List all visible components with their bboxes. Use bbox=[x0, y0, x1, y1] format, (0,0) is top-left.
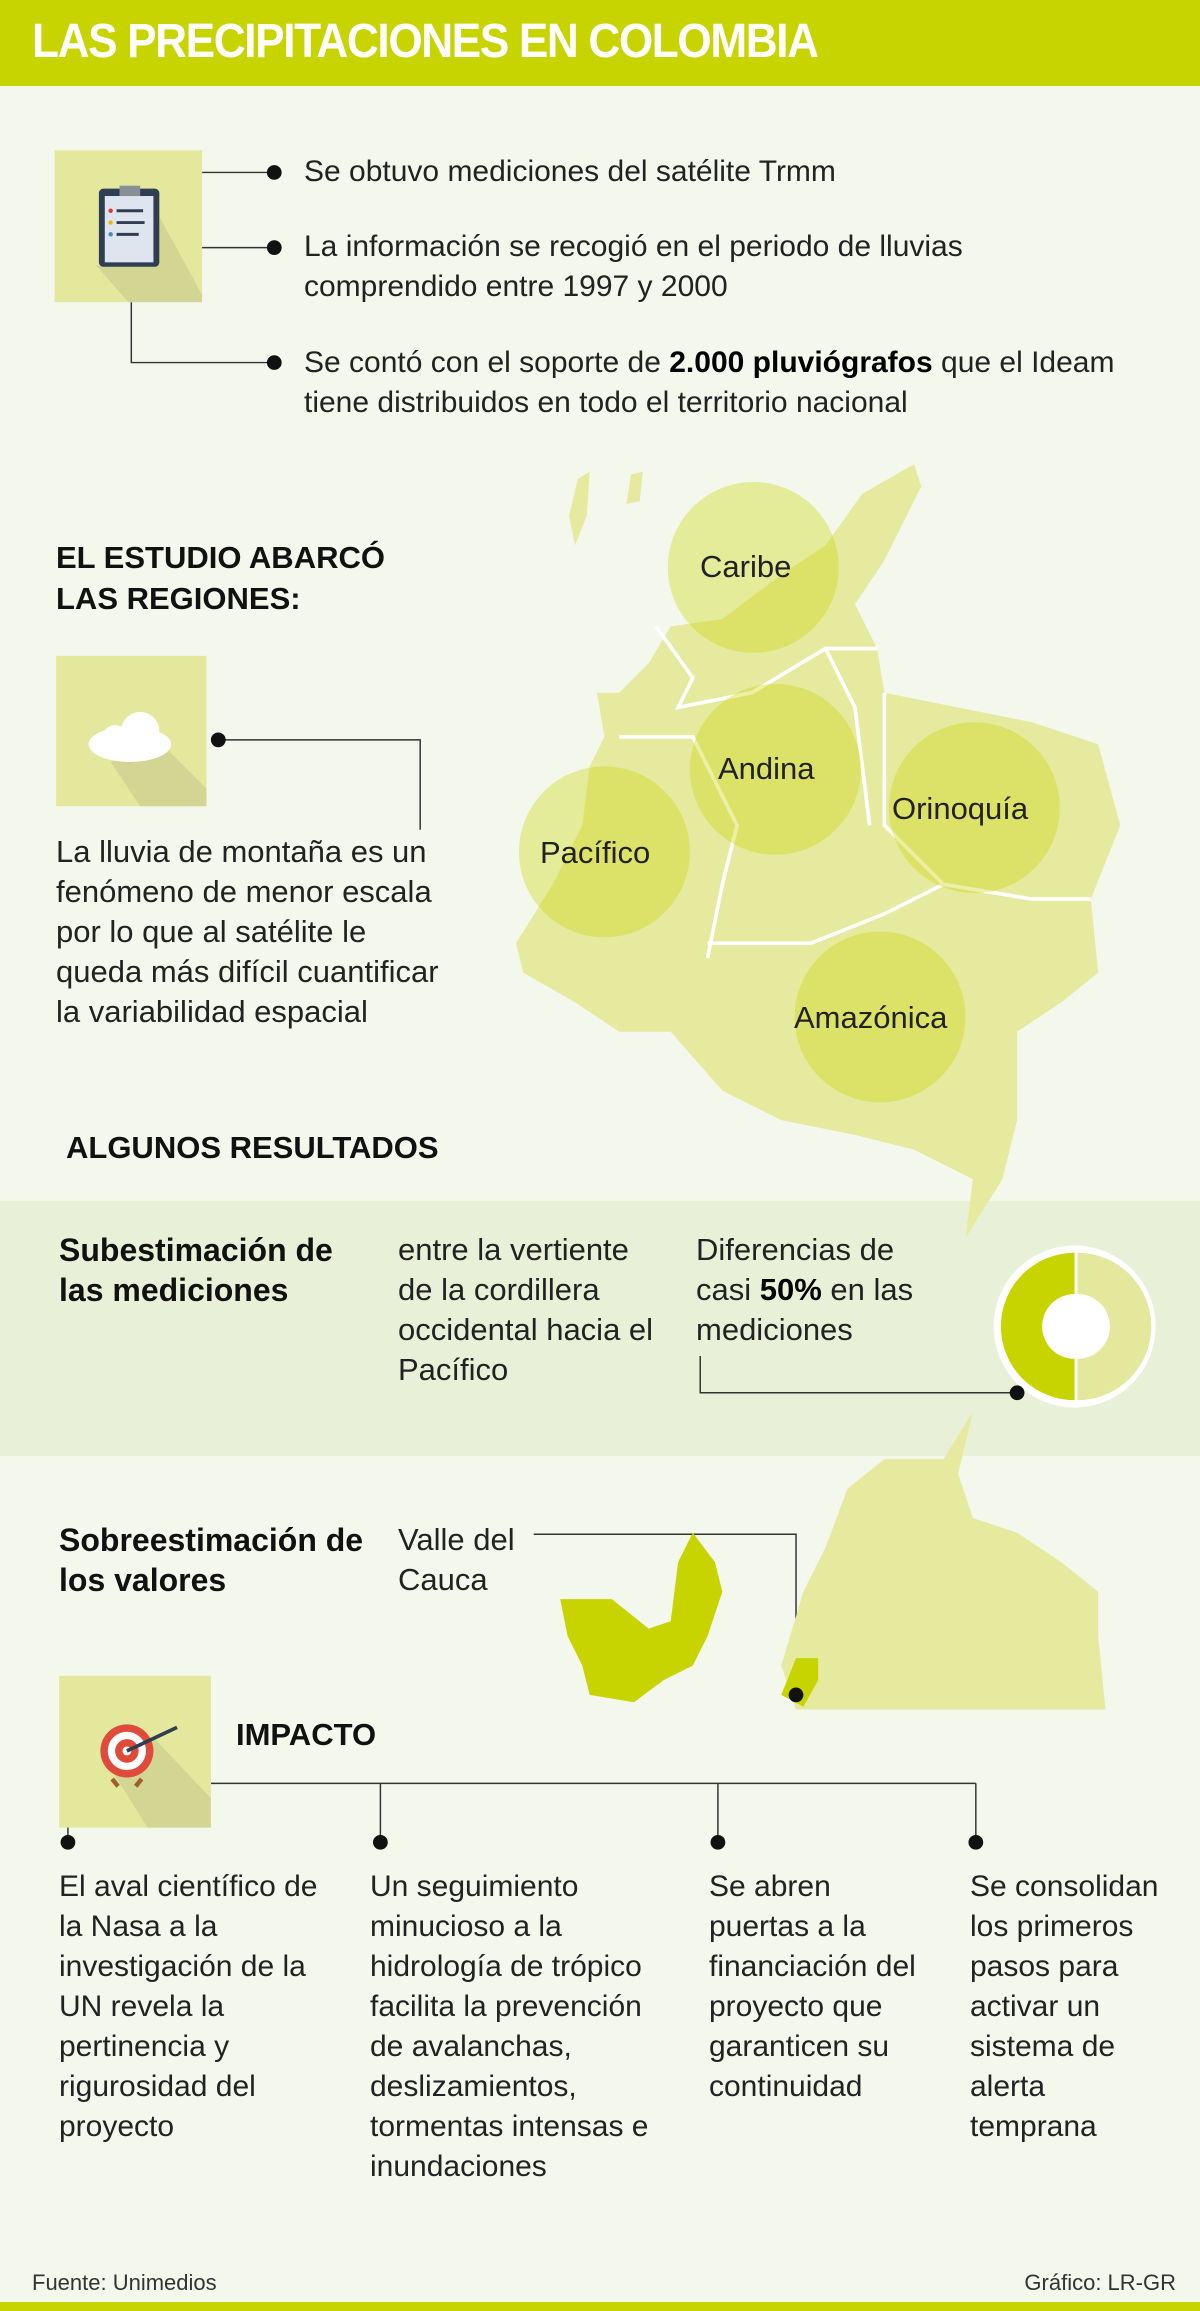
over-label: Sobreestimación de los valores bbox=[59, 1522, 364, 1598]
page-title: LAS PRECIPITACIONES EN COLOMBIA bbox=[32, 15, 819, 68]
detail-map bbox=[560, 1411, 1106, 1710]
under-label: Subestimación de las mediciones bbox=[59, 1232, 333, 1308]
impact-item: El aval científico de la Nasa a la inves… bbox=[59, 1870, 318, 2143]
title-bar bbox=[0, 0, 1200, 86]
footer-source: Fuente: Unimedios bbox=[32, 2270, 217, 2295]
cloud-icon bbox=[56, 655, 207, 807]
donut-slice-diff bbox=[1000, 1252, 1075, 1401]
intro-item: Se contó con el soporte de 2.000 pluvióg… bbox=[304, 346, 1115, 419]
impact-item: Un seguimiento minucioso a la hidrología… bbox=[370, 1870, 649, 2183]
donut-slice-rest bbox=[1077, 1252, 1152, 1401]
under-diff: Diferencias de casi 50% en las medicione… bbox=[696, 1232, 914, 1347]
impact-heading: IMPACTO bbox=[236, 1717, 377, 1752]
target-icon bbox=[59, 1675, 211, 1828]
region-label-andina: Andina bbox=[718, 751, 815, 786]
impact-item: Se consolidan los primeros pasos para ac… bbox=[970, 1870, 1159, 2143]
region-label-amazonica: Amazónica bbox=[794, 1000, 948, 1035]
study-note: La lluvia de montaña es un fenómeno de m… bbox=[56, 834, 439, 1029]
intro-item: Se obtuvo mediciones del satélite Trmm bbox=[304, 155, 836, 188]
region-label-orinoquia: Orinoquía bbox=[892, 791, 1029, 826]
study-heading: EL ESTUDIO ABARCÓ LAS REGIONES: bbox=[56, 540, 385, 616]
donut-chart bbox=[993, 1245, 1156, 1408]
under-detail: entre la vertiente de la cordillera occi… bbox=[398, 1232, 654, 1387]
over-detail: Valle del Cauca bbox=[398, 1522, 515, 1597]
region-label-caribe: Caribe bbox=[700, 549, 792, 584]
clipboard-icon bbox=[54, 150, 203, 303]
impact-item: Se abren puertas a la financiación del p… bbox=[709, 1870, 916, 2103]
choco-region bbox=[560, 1532, 723, 1703]
footer-bar bbox=[0, 2302, 1200, 2311]
intro-item: La información se recogió en el periodo … bbox=[304, 230, 963, 303]
footer-credit: Gráfico: LR-GR bbox=[1024, 2270, 1176, 2295]
region-label-pacifico: Pacífico bbox=[540, 835, 651, 870]
results-heading: ALGUNOS RESULTADOS bbox=[66, 1130, 439, 1165]
colombia-map bbox=[515, 464, 1121, 1239]
